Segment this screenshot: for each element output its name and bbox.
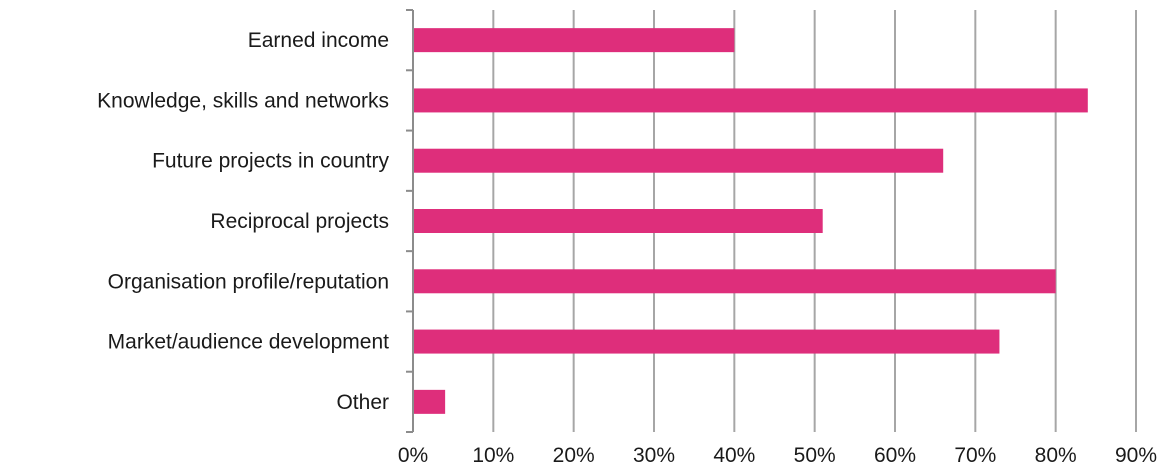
bar bbox=[413, 28, 735, 53]
tick-label: 90% bbox=[1115, 444, 1157, 467]
tick-label: 80% bbox=[1035, 444, 1077, 467]
category-label: Future projects in country bbox=[152, 150, 389, 173]
bar bbox=[413, 269, 1056, 294]
category-label: Reciprocal projects bbox=[210, 210, 389, 233]
category-label: Knowledge, skills and networks bbox=[97, 89, 389, 112]
tick-label: 50% bbox=[794, 444, 836, 467]
bars bbox=[413, 28, 1088, 414]
tick-label: 70% bbox=[954, 444, 996, 467]
tick-label: 0% bbox=[398, 444, 428, 467]
category-label: Market/audience development bbox=[108, 331, 390, 354]
value-tick-labels: 0% 10% 20% 30% 40% 50% 60% 70% 80% 90% bbox=[398, 444, 1157, 467]
bar bbox=[413, 148, 944, 173]
category-label: Earned income bbox=[248, 29, 389, 52]
tick-label: 60% bbox=[874, 444, 916, 467]
tick-label: 10% bbox=[472, 444, 514, 467]
category-axis bbox=[406, 9, 414, 433]
category-labels: Earned income Knowledge, skills and netwo… bbox=[97, 29, 389, 414]
bar bbox=[413, 209, 823, 233]
tick-label: 30% bbox=[633, 444, 675, 467]
bar bbox=[413, 88, 1088, 113]
tick-label: 20% bbox=[553, 444, 595, 467]
bar bbox=[413, 389, 446, 414]
tick-label: 40% bbox=[713, 444, 755, 467]
bar bbox=[413, 329, 1000, 354]
category-label: Organisation profile/reputation bbox=[108, 270, 389, 293]
category-label: Other bbox=[336, 391, 389, 414]
